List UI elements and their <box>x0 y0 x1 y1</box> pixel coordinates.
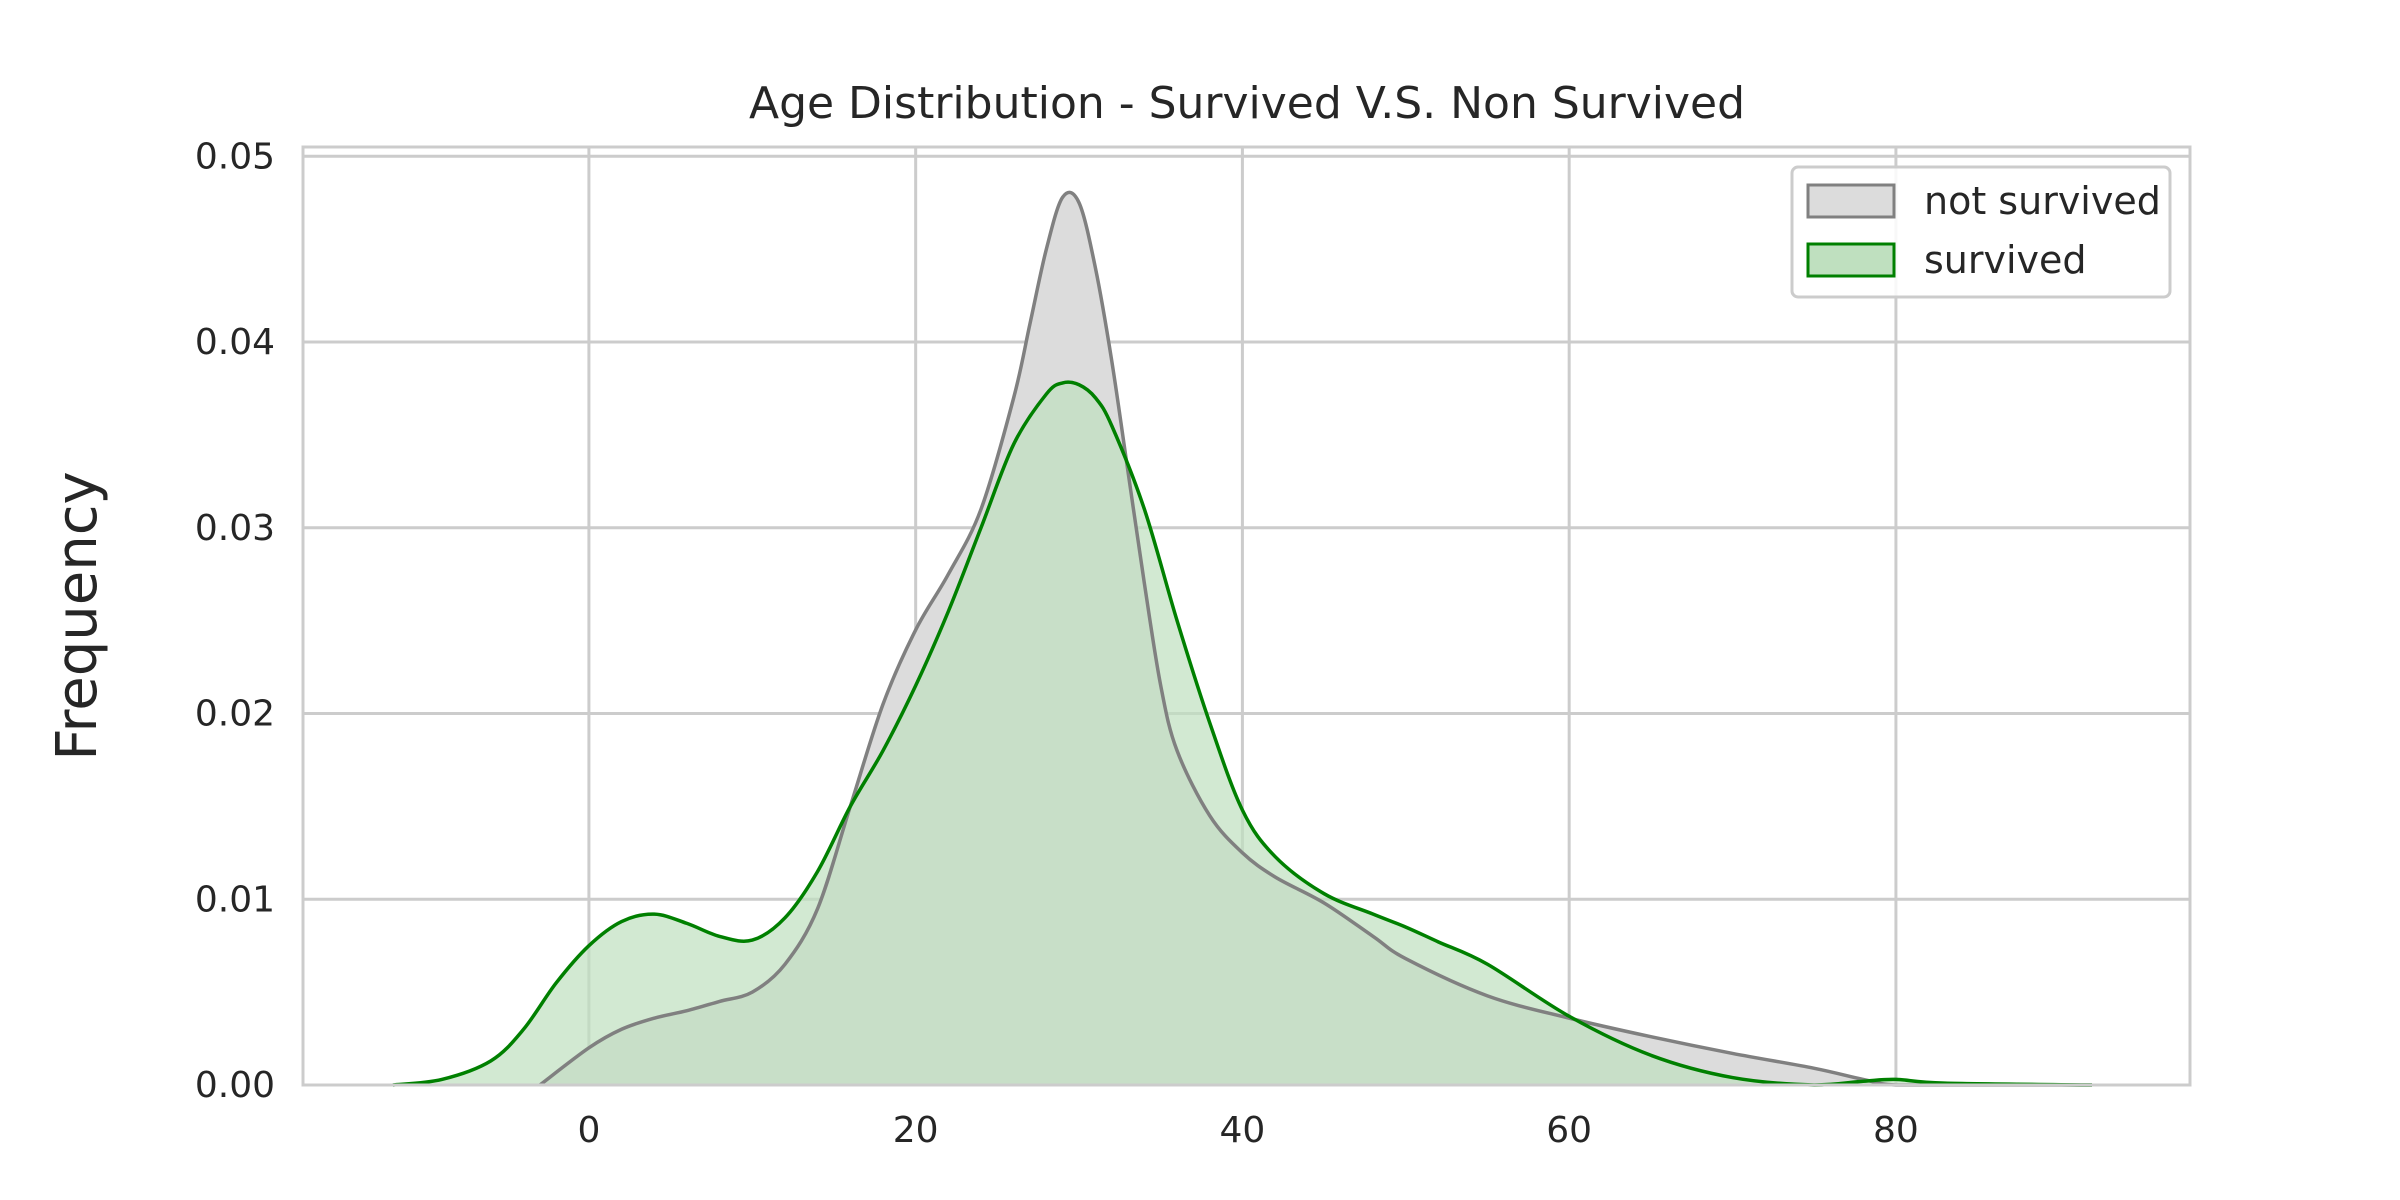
y-tick-labels: 0.00 0.01 0.02 0.03 0.04 0.05 <box>195 136 275 1106</box>
x-tick-label: 20 <box>893 1110 939 1151</box>
y-tick-label: 0.01 <box>195 879 275 920</box>
plot-frame <box>301 145 2192 1087</box>
x-tick-labels: 0 20 40 60 80 <box>577 1110 1918 1151</box>
y-tick-label: 0.05 <box>195 136 275 177</box>
x-tick-label: 80 <box>1873 1110 1919 1151</box>
y-tick-label: 0.00 <box>195 1065 275 1106</box>
legend-label-survived: survived <box>1924 238 2087 282</box>
legend-label-not-survived: not survived <box>1924 179 2161 223</box>
legend-swatch-survived <box>1806 242 1896 278</box>
density-line-not-survived <box>538 190 2092 1087</box>
x-tick-label: 60 <box>1546 1110 1592 1151</box>
legend-swatch-not-survived <box>1806 183 1896 219</box>
x-tick-label: 40 <box>1220 1110 1266 1151</box>
y-axis-title: Frequency <box>45 471 110 760</box>
series-lines <box>392 190 2092 1087</box>
y-tick-label: 0.03 <box>195 508 275 549</box>
legend: not survived survived <box>1790 165 2172 299</box>
y-tick-label: 0.02 <box>195 694 275 735</box>
x-tick-label: 0 <box>577 1110 600 1151</box>
y-tick-label: 0.04 <box>195 322 275 363</box>
chart-title: Age Distribution - Survived V.S. Non Sur… <box>749 78 1745 129</box>
density-line-survived <box>392 380 2092 1087</box>
